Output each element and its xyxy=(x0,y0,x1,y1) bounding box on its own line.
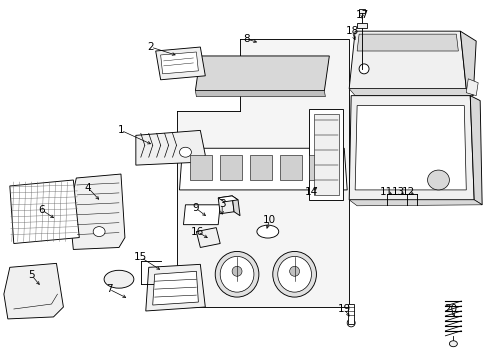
Polygon shape xyxy=(348,96,473,200)
Text: 14: 14 xyxy=(304,187,318,197)
Polygon shape xyxy=(176,39,240,111)
Text: 1: 1 xyxy=(118,125,124,135)
Text: 20: 20 xyxy=(443,304,456,314)
Polygon shape xyxy=(195,91,325,96)
Text: 6: 6 xyxy=(38,205,45,215)
Text: 7: 7 xyxy=(105,284,112,294)
Polygon shape xyxy=(145,264,205,311)
Ellipse shape xyxy=(215,251,258,297)
Ellipse shape xyxy=(220,256,253,292)
Text: 16: 16 xyxy=(190,226,203,237)
Polygon shape xyxy=(249,155,271,180)
Ellipse shape xyxy=(289,266,299,276)
Polygon shape xyxy=(218,196,234,214)
Ellipse shape xyxy=(358,64,368,74)
Text: 18: 18 xyxy=(345,26,358,36)
Ellipse shape xyxy=(93,227,105,237)
Text: 15: 15 xyxy=(134,252,147,262)
Polygon shape xyxy=(69,174,124,249)
Bar xyxy=(347,304,353,324)
Polygon shape xyxy=(220,155,242,180)
Polygon shape xyxy=(176,39,348,307)
Text: 13: 13 xyxy=(391,187,405,197)
Polygon shape xyxy=(152,271,198,305)
Polygon shape xyxy=(195,56,328,91)
Ellipse shape xyxy=(256,225,278,238)
Bar xyxy=(358,9,365,13)
Polygon shape xyxy=(161,52,198,74)
Polygon shape xyxy=(136,130,205,165)
Ellipse shape xyxy=(179,147,191,157)
Text: 8: 8 xyxy=(243,34,250,44)
Text: 3: 3 xyxy=(219,199,225,209)
Polygon shape xyxy=(356,34,457,51)
Polygon shape xyxy=(314,113,339,195)
Text: 11: 11 xyxy=(380,187,393,197)
Bar xyxy=(356,23,366,28)
Polygon shape xyxy=(218,196,238,202)
Polygon shape xyxy=(279,155,301,180)
Polygon shape xyxy=(466,79,477,96)
Polygon shape xyxy=(4,264,63,319)
Ellipse shape xyxy=(427,170,448,190)
Polygon shape xyxy=(348,31,466,89)
Ellipse shape xyxy=(346,319,354,327)
Polygon shape xyxy=(179,148,346,190)
Polygon shape xyxy=(190,155,212,180)
Polygon shape xyxy=(183,205,220,225)
Ellipse shape xyxy=(448,341,456,347)
Polygon shape xyxy=(459,31,475,96)
Polygon shape xyxy=(196,228,220,247)
Polygon shape xyxy=(309,155,331,180)
Polygon shape xyxy=(309,109,343,200)
Text: 17: 17 xyxy=(355,10,368,20)
Ellipse shape xyxy=(232,266,242,276)
Polygon shape xyxy=(354,105,466,190)
Text: 12: 12 xyxy=(401,187,414,197)
Ellipse shape xyxy=(277,256,311,292)
Polygon shape xyxy=(348,200,481,206)
Text: 4: 4 xyxy=(85,183,91,193)
Polygon shape xyxy=(155,47,205,80)
Text: 10: 10 xyxy=(263,215,276,225)
Text: 19: 19 xyxy=(337,304,350,314)
Ellipse shape xyxy=(272,251,316,297)
Polygon shape xyxy=(348,89,472,96)
Polygon shape xyxy=(10,180,79,243)
Text: 2: 2 xyxy=(147,42,154,52)
Polygon shape xyxy=(469,96,481,205)
Text: 9: 9 xyxy=(192,203,198,213)
Text: 5: 5 xyxy=(28,270,35,280)
Ellipse shape xyxy=(104,270,134,288)
Polygon shape xyxy=(232,196,240,216)
